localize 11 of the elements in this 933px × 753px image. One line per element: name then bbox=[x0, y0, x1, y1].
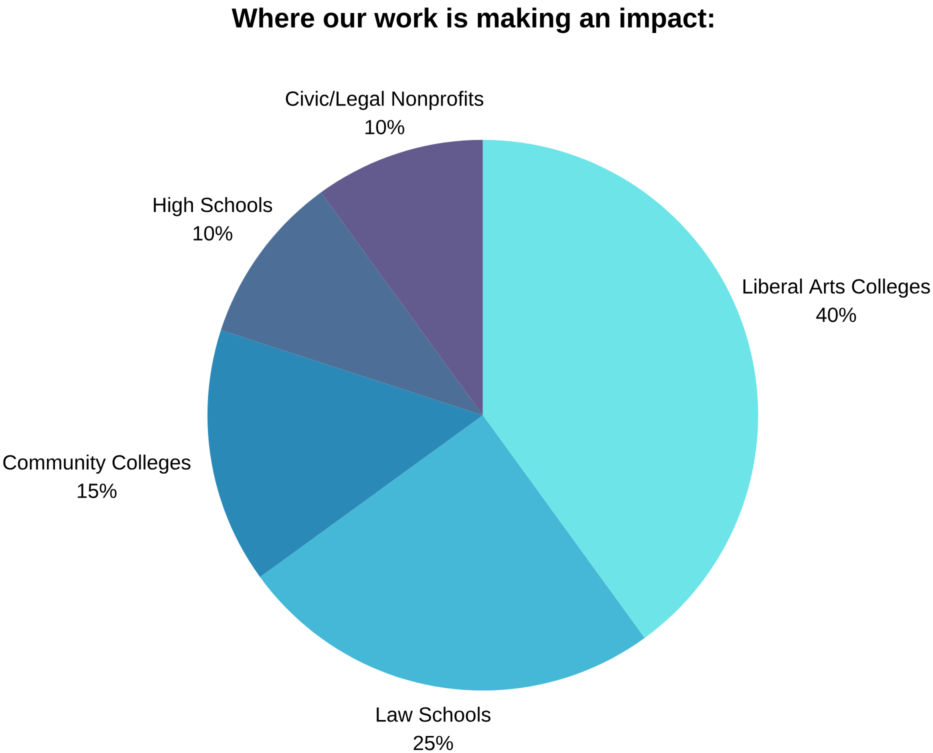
slice-label: Civic/Legal Nonprofits bbox=[286, 91, 484, 110]
slice-label: Law Schools bbox=[376, 706, 490, 722]
data-label: 40% bbox=[816, 308, 856, 322]
data-label: 25% bbox=[414, 736, 453, 750]
slice-label: High Schools bbox=[154, 197, 272, 216]
slice-label: Community Colleges bbox=[3, 454, 190, 474]
slice-label: Liberal Arts Colleges bbox=[743, 278, 930, 298]
data-label: 15% bbox=[78, 484, 117, 498]
data-label: 10% bbox=[194, 226, 232, 241]
data-label: 10% bbox=[366, 120, 404, 135]
chart-title: Where our work is making an impact: bbox=[232, 8, 714, 34]
